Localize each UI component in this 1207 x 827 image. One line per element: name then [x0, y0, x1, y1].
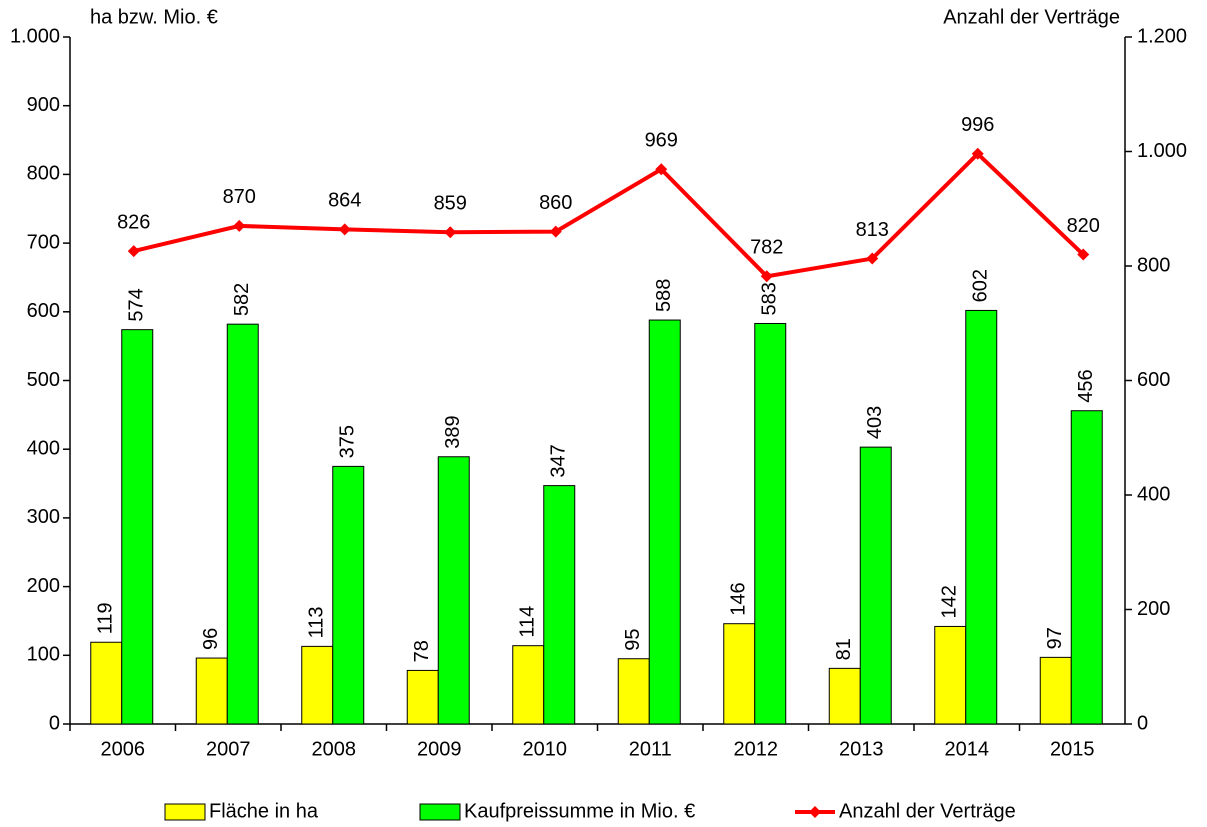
line-marker — [760, 270, 773, 283]
y-tick-label: 1.000 — [10, 25, 60, 47]
line-value-label: 864 — [328, 190, 361, 212]
bar-value-label: 78 — [411, 640, 433, 662]
line-value-label: 820 — [1067, 215, 1100, 237]
bar — [965, 309, 998, 725]
bar-value-label: 456 — [1075, 369, 1097, 402]
bar-value-label: 582 — [231, 283, 253, 316]
bar-value-label: 583 — [759, 282, 781, 315]
y2-axis-label: Anzahl der Verträge — [943, 6, 1120, 28]
line-marker — [444, 226, 457, 239]
bar-value-label: 375 — [337, 425, 359, 458]
bar — [437, 456, 470, 725]
line-value-label: 996 — [961, 114, 994, 136]
legend-swatch — [419, 803, 461, 821]
bar-value-label: 95 — [622, 628, 644, 650]
bar — [1070, 410, 1103, 725]
line-value-label: 860 — [539, 192, 572, 214]
line — [133, 150, 1085, 279]
legend-label: Fläche in ha — [209, 800, 319, 822]
bar — [828, 667, 861, 725]
x-tick-label: 2007 — [206, 738, 251, 760]
bar-value-label: 142 — [939, 585, 961, 618]
line-marker — [127, 245, 140, 258]
line-value-label: 782 — [750, 237, 783, 259]
line-marker — [549, 225, 562, 238]
y-tick-label: 700 — [27, 231, 60, 253]
line-marker — [233, 219, 246, 232]
bar — [859, 446, 892, 725]
bar — [512, 645, 545, 725]
line-marker — [866, 252, 879, 265]
bar — [754, 322, 787, 725]
bar-value-label: 114 — [517, 606, 539, 638]
bar — [406, 669, 439, 725]
bar — [90, 641, 123, 725]
line-marker — [1077, 248, 1090, 261]
bar-value-label: 96 — [200, 628, 222, 650]
line-value-label: 826 — [117, 211, 150, 233]
bar-value-label: 588 — [653, 279, 675, 312]
y-tick-label: 600 — [27, 300, 60, 322]
bar — [301, 645, 334, 725]
legend-marker — [809, 806, 821, 818]
bar-value-label: 389 — [442, 415, 464, 448]
bar — [332, 465, 365, 725]
x-tick-label: 2009 — [417, 738, 462, 760]
bar — [121, 329, 154, 725]
y2-tick-label: 600 — [1137, 369, 1170, 391]
bar — [934, 625, 967, 725]
y2-tick-label: 0 — [1137, 712, 1148, 734]
line-marker — [971, 147, 984, 160]
bar — [195, 657, 228, 725]
x-tick-label: 2006 — [101, 738, 146, 760]
y-tick-label: 800 — [27, 163, 60, 185]
y2-tick-label: 1.200 — [1137, 25, 1187, 47]
line-marker — [655, 163, 668, 176]
y-axis-label: ha bzw. Mio. € — [90, 6, 218, 28]
bar-value-label: 119 — [95, 602, 117, 634]
bar-value-label: 113 — [306, 606, 328, 638]
bar-value-label: 81 — [833, 638, 855, 660]
bar — [723, 623, 756, 725]
x-tick-label: 2008 — [312, 738, 357, 760]
x-tick-label: 2010 — [523, 738, 568, 760]
bar-value-label: 574 — [126, 288, 148, 321]
bar-value-label: 403 — [864, 406, 886, 439]
bar-value-label: 602 — [970, 269, 992, 302]
y-tick-label: 300 — [27, 506, 60, 528]
x-tick-label: 2015 — [1050, 738, 1095, 760]
bar — [1039, 656, 1072, 725]
y2-tick-label: 400 — [1137, 483, 1170, 505]
bar — [648, 319, 681, 725]
line-value-label: 969 — [645, 130, 678, 152]
line-value-label: 859 — [434, 193, 467, 215]
legend-swatch — [164, 803, 206, 821]
bar-value-label: 97 — [1044, 627, 1066, 649]
bar — [617, 658, 650, 725]
x-tick-label: 2014 — [945, 738, 990, 760]
y-tick-label: 200 — [27, 575, 60, 597]
bar — [543, 485, 576, 725]
y2-tick-label: 800 — [1137, 254, 1170, 276]
y2-tick-label: 1.000 — [1137, 140, 1187, 162]
bar-value-label: 146 — [728, 582, 750, 615]
legend-label: Anzahl der Verträge — [839, 800, 1016, 822]
x-tick-label: 2011 — [629, 738, 672, 760]
y-tick-label: 0 — [49, 712, 60, 734]
bar — [226, 323, 259, 725]
y-tick-label: 100 — [27, 644, 60, 666]
y-tick-label: 400 — [27, 437, 60, 459]
y-tick-label: 500 — [27, 369, 60, 391]
bar-value-label: 347 — [548, 444, 570, 477]
line-marker — [338, 223, 351, 236]
line-value-label: 870 — [223, 186, 256, 208]
y2-tick-label: 200 — [1137, 598, 1170, 620]
line-value-label: 813 — [856, 219, 889, 241]
legend-label: Kaufpreissumme in Mio. € — [464, 800, 695, 822]
x-tick-label: 2013 — [839, 738, 884, 760]
y-tick-label: 900 — [27, 94, 60, 116]
x-tick-label: 2012 — [734, 738, 779, 760]
